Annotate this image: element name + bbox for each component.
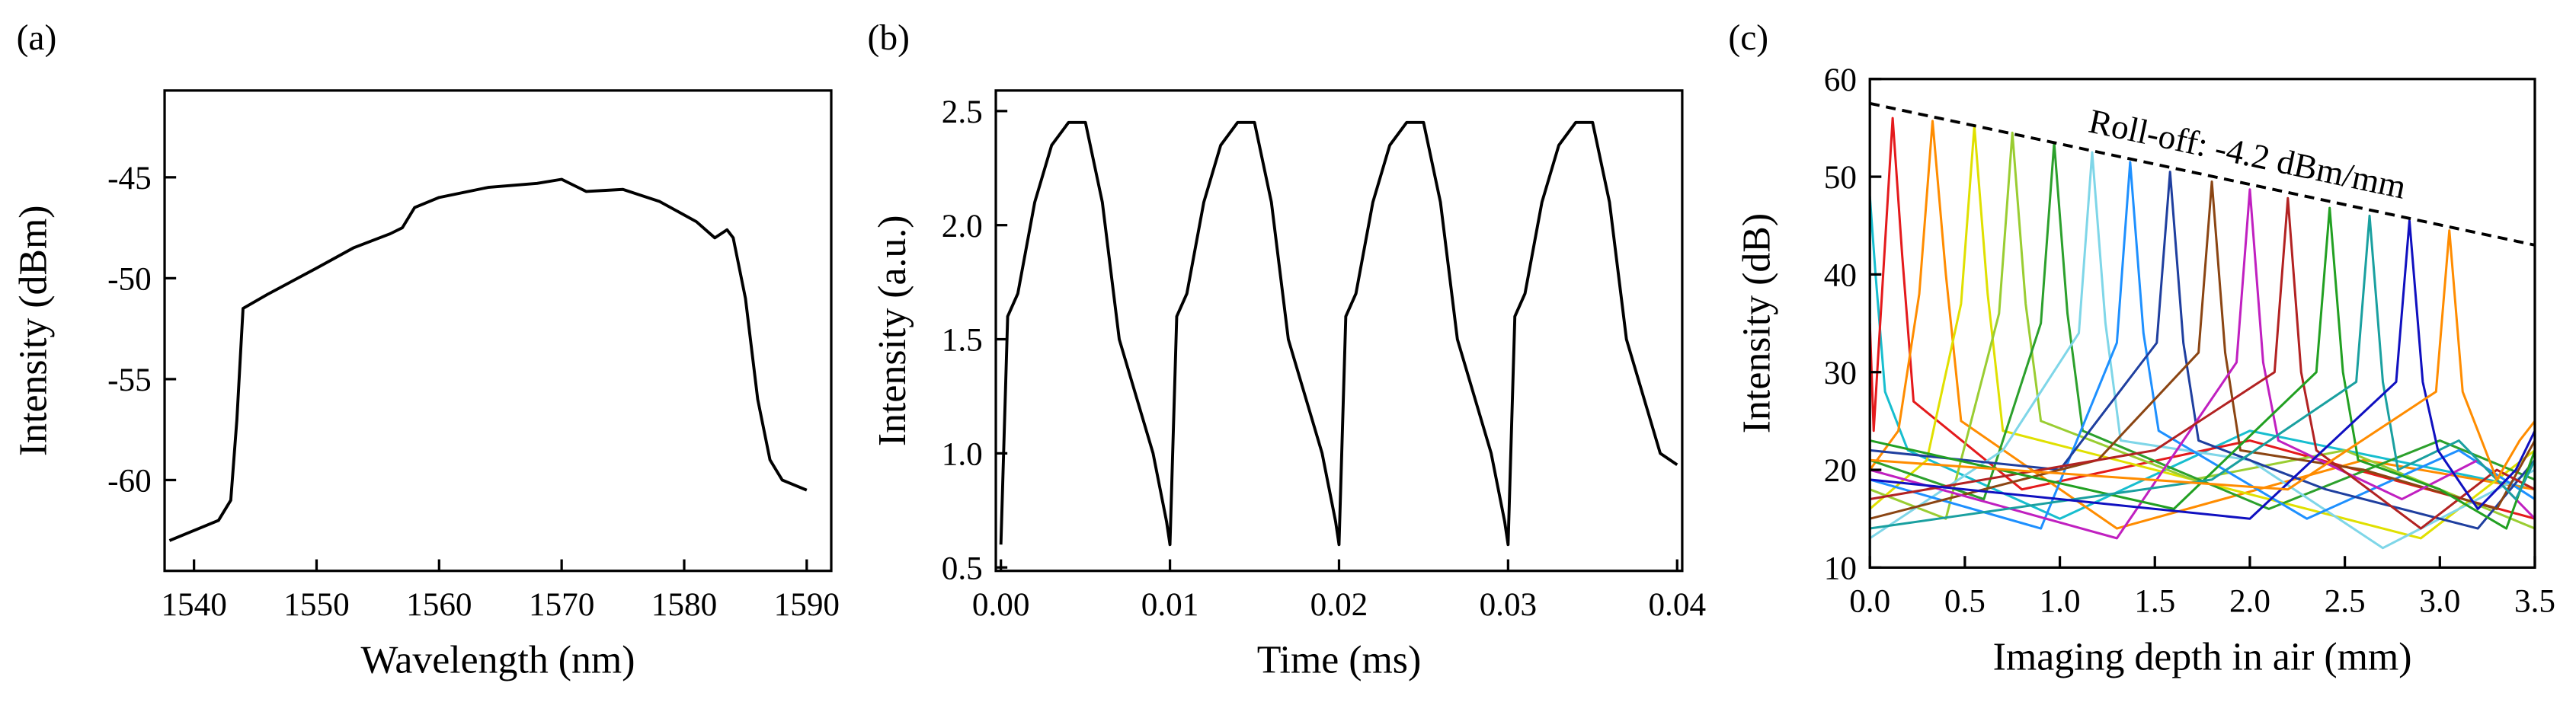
data-line: [168, 177, 808, 542]
data-line: [1870, 188, 2535, 540]
panel-label: (a): [17, 18, 57, 58]
x-tick-label: 1560: [406, 587, 472, 623]
data-line: [1870, 206, 2535, 530]
y-tick-label: 50: [1824, 160, 1857, 196]
plot-area: [1870, 101, 2535, 550]
x-tick-label: 0.01: [1141, 587, 1199, 623]
plot-area: [168, 177, 808, 542]
y-axis-label: Intensity (dBm): [11, 205, 55, 456]
data-line: [1870, 141, 2535, 510]
y-tick-label: 0.5: [942, 551, 983, 586]
data-line: [1870, 151, 2535, 550]
plot-frame: [163, 89, 833, 573]
x-tick-label: 1580: [651, 587, 717, 623]
y-tick-label: -50: [107, 261, 152, 297]
y-tick-label: 2.5: [942, 94, 983, 130]
y-tick-label: -45: [107, 161, 152, 196]
x-tick-label: 3.5: [2514, 584, 2555, 620]
x-tick-label: 0.03: [1480, 587, 1538, 623]
x-tick-label: 1.5: [2134, 584, 2175, 620]
y-tick-label: 40: [1824, 258, 1857, 294]
y-axis-label: Intensity (dB): [1735, 213, 1778, 433]
data-line: [1870, 120, 2535, 530]
y-tick-label: 30: [1824, 356, 1857, 391]
x-tick-label: 2.5: [2325, 584, 2366, 620]
x-tick-label: 1550: [283, 587, 349, 623]
rolloff-line: [1870, 101, 2535, 247]
y-tick-label: 20: [1824, 453, 1857, 489]
y-axis-label: Intensity (a.u.): [871, 215, 914, 446]
x-tick-label: 3.0: [2419, 584, 2460, 620]
panel: 0.00 0.01 0.02 0.03 0.04 0.5 1.0 1.5 2.0 2.5 Time …: [868, 18, 1707, 682]
y-tick-label: 60: [1824, 62, 1857, 98]
panel-label: (b): [868, 18, 910, 58]
x-tick-label: 0.04: [1648, 587, 1706, 623]
x-tick-label: 0.0: [1849, 584, 1890, 620]
x-tick-label: 0.5: [1944, 584, 1986, 620]
data-line: [1870, 196, 2535, 530]
x-axis-label: Wavelength (nm): [361, 639, 635, 682]
y-tick-label: -55: [107, 362, 152, 398]
data-line: [1870, 171, 2535, 530]
x-axis-label: Imaging depth in air (mm): [1993, 635, 2412, 678]
x-tick-label: 1570: [529, 587, 594, 623]
annotation: Roll-off: -4.2 dBm/mm: [2085, 102, 2409, 206]
data-line: [999, 120, 1678, 547]
y-tick-label: 2.0: [942, 209, 983, 244]
data-line: [1870, 117, 2535, 520]
y-tick-label: -60: [107, 464, 152, 500]
x-tick-label: 0.02: [1310, 587, 1368, 623]
data-line: [1870, 124, 2535, 540]
x-tick-label: 1590: [774, 587, 840, 623]
x-tick-label: 2.0: [2229, 584, 2270, 620]
panel: Roll-off: -4.2 dBm/mm 0.0 0.5 1.0 1.5 2.0 2.5 3…: [1728, 18, 2555, 678]
panel: 1540 1550 1560 1570 1580 1590 -45 -50 -55 -60 Wave…: [11, 18, 840, 682]
x-tick-label: 1540: [161, 587, 226, 623]
plot-area: [999, 120, 1678, 547]
y-tick-label: 1.0: [942, 436, 983, 472]
y-tick-label: 10: [1824, 551, 1857, 587]
x-tick-label: 0.00: [972, 587, 1030, 623]
data-line: [1870, 196, 2535, 520]
x-axis-label: Time (ms): [1257, 639, 1422, 682]
data-line: [1870, 219, 2535, 520]
data-line: [1870, 131, 2535, 530]
y-tick-label: 1.5: [942, 323, 983, 359]
panel-label: (c): [1728, 18, 1768, 58]
x-tick-label: 1.0: [2040, 584, 2081, 620]
plot-frame: [1868, 78, 2536, 570]
data-line: [1870, 229, 2535, 491]
